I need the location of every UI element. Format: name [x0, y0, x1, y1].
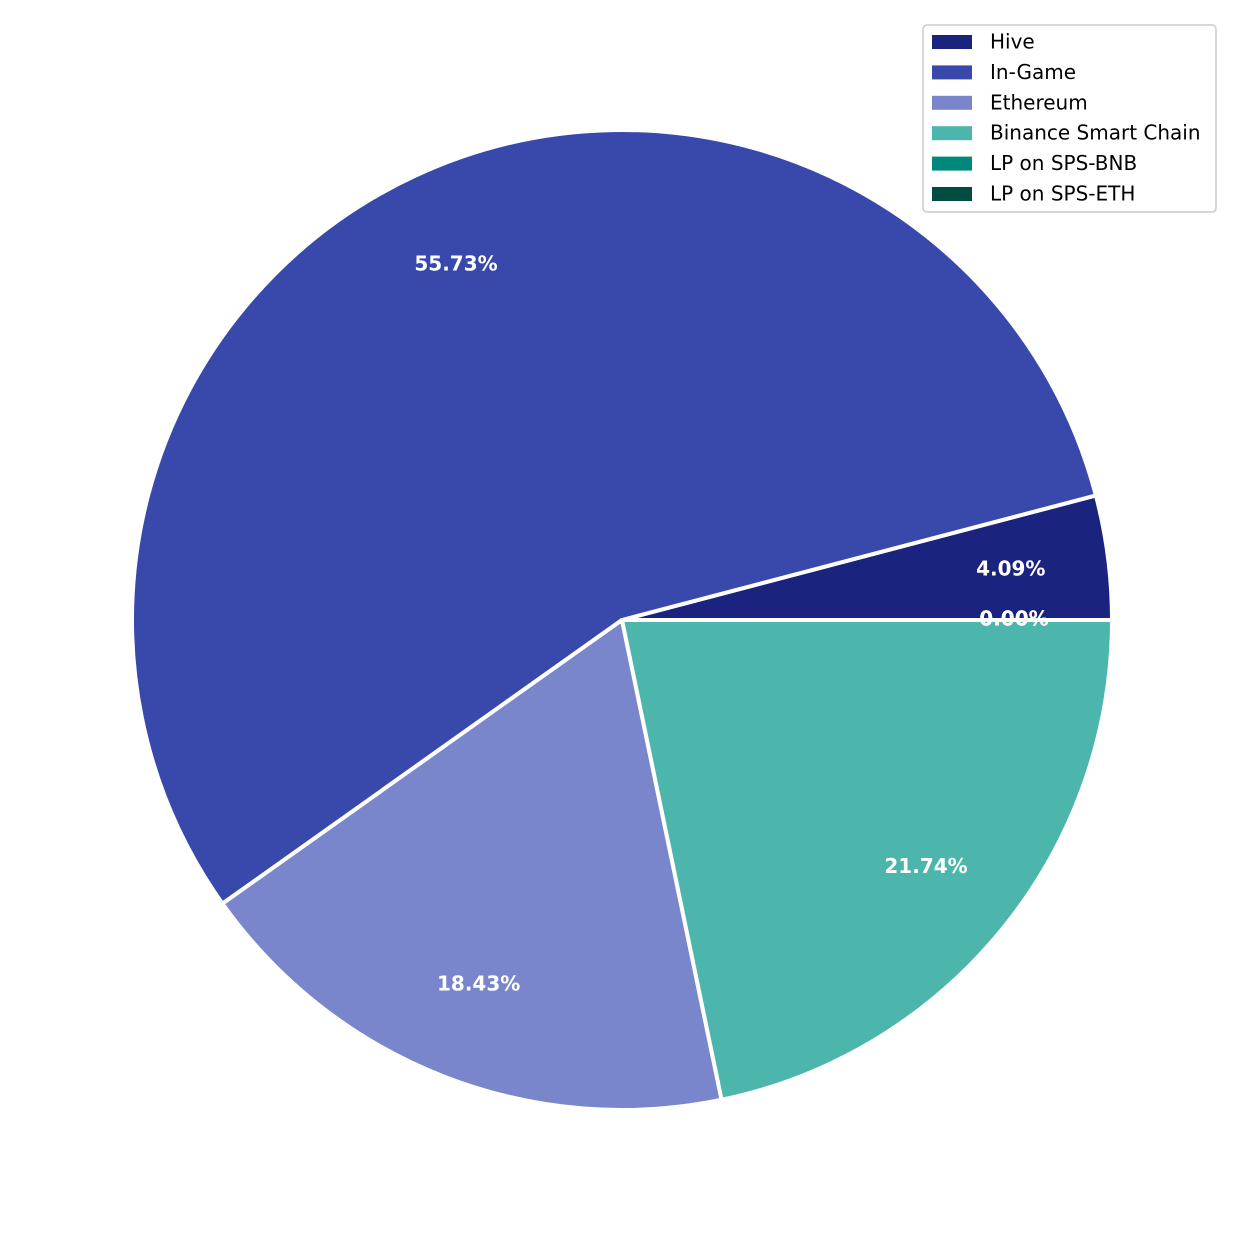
legend-label: LP on SPS-ETH: [990, 182, 1135, 206]
legend-label: In-Game: [990, 60, 1076, 84]
legend-swatch: [932, 126, 972, 141]
legend-label: LP on SPS-BNB: [990, 151, 1137, 175]
legend-label: Binance Smart Chain: [990, 121, 1201, 145]
legend-label: Ethereum: [990, 90, 1088, 114]
value-label: 0.00%: [979, 607, 1048, 631]
legend-swatch: [932, 187, 972, 201]
legend-swatch: [932, 95, 972, 110]
pie-labels: 4.09%55.73%18.43%21.74%0.00%0.00%: [414, 251, 1048, 995]
value-label: 18.43%: [437, 971, 520, 995]
legend-label: Hive: [990, 30, 1035, 54]
value-label: 0.00%: [979, 607, 1048, 631]
value-label: 4.09%: [976, 556, 1045, 580]
legend-swatch: [932, 156, 972, 171]
legend-box: [922, 24, 1217, 213]
value-label: 21.74%: [884, 854, 967, 878]
legend-swatch: [932, 35, 972, 49]
wedge: [130, 128, 1098, 906]
legend-swatch: [932, 65, 972, 80]
value-label: 55.73%: [414, 251, 497, 275]
legend: Hive In-Game Ethereum Binance Smart Chain LP…: [922, 24, 1217, 213]
wedge: [620, 618, 1114, 1102]
pie: [130, 128, 1114, 1112]
wedge: [220, 618, 724, 1112]
